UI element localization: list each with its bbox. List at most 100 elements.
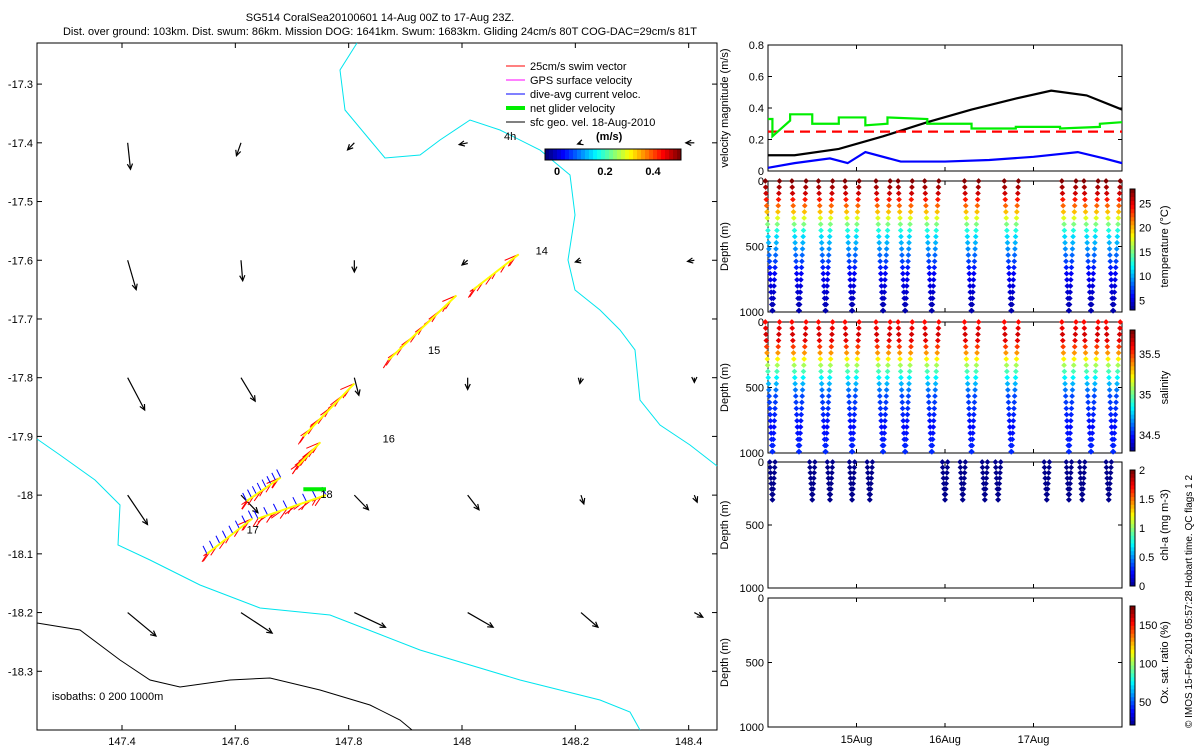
profile-point <box>845 246 852 252</box>
colorbar-cell <box>1130 500 1135 506</box>
profile-point <box>796 442 803 449</box>
profile-point <box>935 190 941 197</box>
profile-point <box>964 227 970 234</box>
profile-point <box>824 270 831 277</box>
profile-point <box>843 202 850 209</box>
profile-point <box>1094 337 1100 344</box>
profile-point <box>900 270 906 277</box>
profile-point <box>1069 239 1076 246</box>
dive-profile <box>957 459 969 503</box>
profile-point <box>776 178 783 184</box>
profile-point <box>816 337 823 344</box>
colorbar-cell <box>1130 701 1135 706</box>
dive-profile <box>992 459 1004 503</box>
profile-point <box>1116 331 1123 338</box>
profile-point <box>797 283 804 289</box>
dive-profile <box>921 178 942 314</box>
profile-point <box>770 480 777 487</box>
profile-point <box>764 356 771 362</box>
profile-point <box>975 319 982 325</box>
dive-profile <box>1081 178 1101 314</box>
profile-point <box>853 227 860 234</box>
colorbar-cell <box>1130 354 1135 359</box>
day-label: 16 <box>383 433 395 445</box>
profile-point <box>974 337 981 344</box>
profile-point <box>886 196 892 203</box>
profile-point <box>935 337 941 344</box>
profile-point <box>924 221 930 228</box>
profile-point <box>842 325 849 332</box>
profile-point <box>1085 258 1091 265</box>
profile-point <box>933 227 940 234</box>
dive-profile <box>921 319 942 455</box>
profile-point <box>1067 424 1074 430</box>
profile-point <box>1113 252 1120 258</box>
profile-point <box>776 319 783 325</box>
profile-point <box>844 368 851 375</box>
profile-point <box>791 368 798 375</box>
profile-point <box>818 239 825 246</box>
profile-point <box>1115 350 1122 356</box>
profile-point <box>794 424 801 430</box>
colorbar-frame <box>1129 188 1136 311</box>
profile-point <box>898 233 904 240</box>
profile-point <box>1066 307 1073 314</box>
profile-point <box>767 469 774 476</box>
profile-point <box>764 362 771 369</box>
profile-point <box>801 356 807 362</box>
profile-point <box>765 374 772 381</box>
colorbar-cell <box>1130 346 1135 351</box>
profile-point <box>1066 301 1073 308</box>
profile-point <box>1004 387 1011 393</box>
profile-point <box>875 221 882 228</box>
profile-point <box>931 399 938 406</box>
profile-point <box>884 368 891 375</box>
profile-point <box>1014 209 1020 215</box>
profile-point <box>820 417 827 424</box>
profile-point <box>1003 350 1009 356</box>
profile-point <box>789 319 795 325</box>
profile-point <box>765 368 771 375</box>
speed-colorbar-tick-2: 0.4 <box>645 166 661 178</box>
profile-point <box>1116 343 1122 350</box>
colorbar-cell <box>633 149 638 160</box>
profile-point <box>1046 459 1053 465</box>
profile-point <box>965 258 972 265</box>
colorbar-cell <box>1130 543 1135 548</box>
geo-vector <box>691 376 698 384</box>
colorbar-frame <box>1129 469 1136 587</box>
profile-point <box>1089 289 1096 295</box>
colorbar-cell <box>1130 508 1135 514</box>
profile-point <box>959 496 966 503</box>
profile-point <box>1059 337 1066 344</box>
profile-point <box>957 469 964 476</box>
profile-point <box>1104 343 1111 350</box>
profile-point <box>1010 417 1017 424</box>
profile-point <box>1080 486 1086 492</box>
profile-point <box>816 190 822 197</box>
geo-vector <box>457 140 468 147</box>
profile-point <box>799 393 806 399</box>
profile-point <box>1002 343 1009 350</box>
profile-point <box>880 307 887 314</box>
profile-point <box>929 295 936 302</box>
colorbar-cell <box>1130 685 1135 690</box>
profile-point <box>847 469 853 476</box>
profile-point <box>1001 319 1008 325</box>
profile-point <box>925 258 932 265</box>
profile-point <box>826 380 833 387</box>
profile-point <box>961 325 968 332</box>
colorbar-cell <box>1130 689 1135 694</box>
profile-point <box>850 486 856 492</box>
colorbar-cell <box>1130 717 1135 722</box>
profile-point <box>766 258 773 265</box>
profile-point <box>773 246 779 252</box>
colorbar-cell <box>629 149 634 160</box>
track-line <box>246 476 282 502</box>
profile-point <box>1060 209 1067 215</box>
profile-point <box>1009 436 1016 443</box>
profile-point <box>847 283 854 289</box>
profile-point <box>1013 227 1019 234</box>
profile-point <box>1084 233 1090 240</box>
profile-point <box>939 464 946 471</box>
